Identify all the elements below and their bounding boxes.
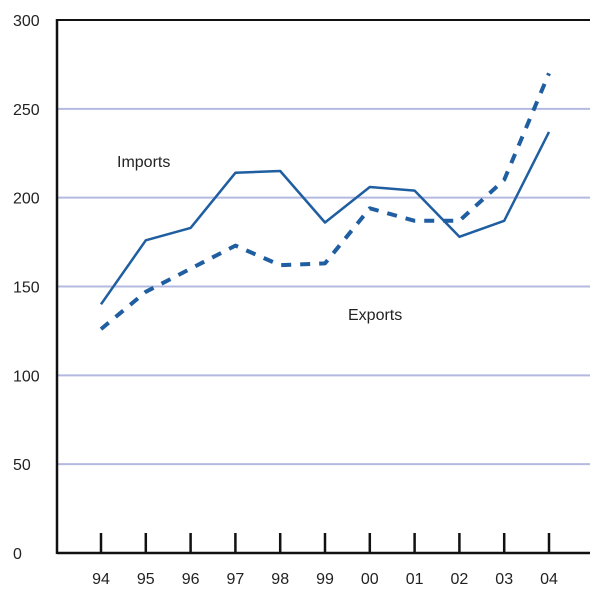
x-tick-label-94: 94: [92, 571, 110, 588]
y-tick-label-50: 50: [13, 457, 31, 474]
x-tick-label-00: 00: [361, 571, 379, 588]
tick-labels: 0 50 100 150 200 250 300 94 95 96 97 98 99 00 01 02 03 04: [13, 13, 558, 588]
y-tick-label-200: 200: [13, 191, 40, 208]
x-tick-label-95: 95: [137, 571, 155, 588]
x-tick-label-96: 96: [182, 571, 200, 588]
y-tick-label-0: 0: [13, 546, 22, 563]
y-tick-label-250: 250: [13, 102, 40, 119]
exports-line: [99, 72, 551, 331]
x-tick-label-02: 02: [451, 571, 469, 588]
axes: [55, 19, 590, 555]
x-tick-label-99: 99: [316, 571, 334, 588]
x-tick-label-04: 04: [540, 571, 558, 588]
gridlines: [57, 107, 590, 466]
x-tick-label-03: 03: [495, 571, 513, 588]
series-lines: [99, 72, 551, 331]
x-tick-label-98: 98: [271, 571, 289, 588]
imports-line: [99, 131, 551, 306]
imports-series-label: Imports: [117, 154, 170, 171]
x-tick-label-01: 01: [406, 571, 424, 588]
x-tick-label-97: 97: [227, 571, 245, 588]
y-tick-label-150: 150: [13, 280, 40, 297]
y-tick-label-100: 100: [13, 368, 40, 385]
y-tick-label-300: 300: [13, 13, 40, 30]
exports-series-label: Exports: [348, 307, 402, 324]
